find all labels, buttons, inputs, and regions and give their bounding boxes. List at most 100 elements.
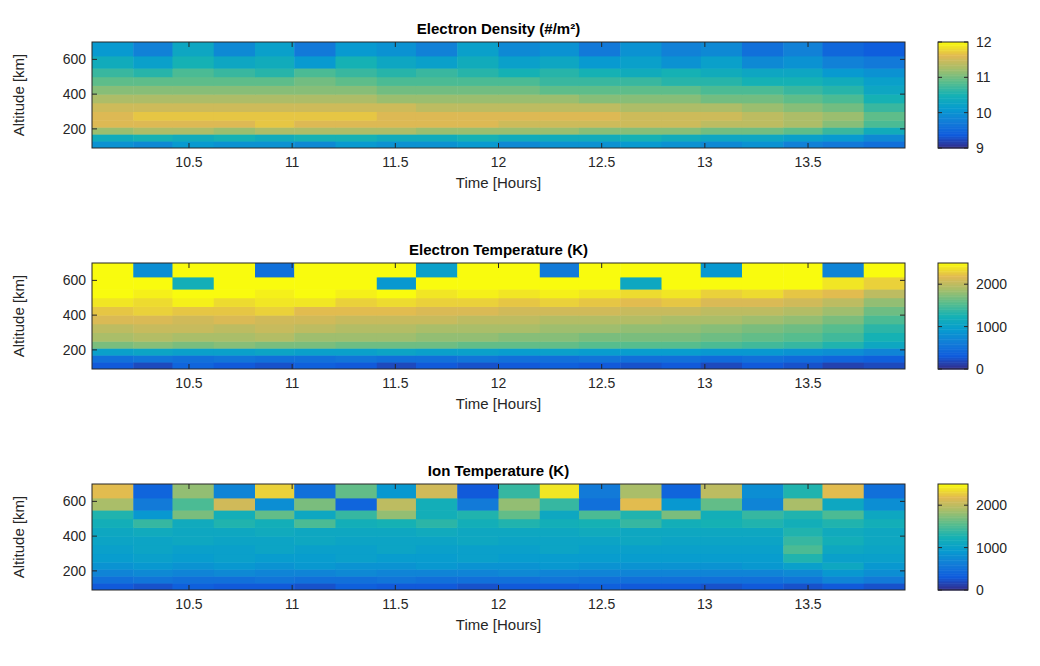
cell [540,554,580,563]
cell [662,315,702,324]
cell [540,68,580,77]
x-tick [292,143,293,148]
cell [620,348,662,355]
cell [255,341,295,348]
cell [214,120,256,127]
colorbar-tick-label: 10 [976,105,992,121]
cell [662,120,702,127]
cell [742,519,784,528]
cell [255,77,295,86]
cell [133,315,173,324]
cell [416,583,458,590]
cell [701,85,743,94]
cell [540,298,580,307]
cell [822,333,864,342]
cell [377,127,417,134]
cell [783,536,823,545]
cell [92,498,134,511]
cell [172,569,214,576]
cell [255,68,295,77]
x-tick [808,143,809,148]
cell [499,68,541,77]
cell [662,68,702,77]
x-tick-label: 11.5 [382,596,408,612]
cell [172,576,214,583]
cell [822,527,864,536]
cell [335,85,377,94]
y-tick [900,501,905,502]
cell [540,85,580,94]
cell [499,348,541,355]
cell [822,324,864,333]
x-tick [395,484,396,489]
x-tick-label: 13.5 [794,154,821,170]
cell [133,127,173,134]
cell [620,277,662,290]
cell [416,519,458,528]
cell [457,355,499,362]
frame [92,484,905,590]
cell [416,134,458,141]
cell [416,341,458,348]
cell [294,333,336,342]
colorbar: 9101112 [938,34,992,156]
cell [620,315,662,324]
x-tick [498,484,499,489]
cell [499,545,541,554]
cell [214,134,256,141]
cell [416,263,458,277]
cell [294,134,336,141]
cell [172,341,214,348]
cell [377,569,417,576]
cell [92,554,134,563]
cell [579,333,621,342]
cell [701,348,743,355]
cell [172,348,214,355]
cell [457,277,499,290]
cell [662,348,702,355]
cell [620,554,662,563]
cell [499,42,541,56]
cell [540,341,580,348]
cell [620,42,662,56]
cell [662,141,702,148]
y-tick [900,349,905,350]
cell [255,536,295,545]
cell [172,536,214,545]
cell [540,527,580,536]
cell [294,527,336,536]
cell [214,527,256,536]
cell [662,127,702,134]
cell [540,315,580,324]
title: Electron Density (#/m²) [417,20,580,37]
cell [499,263,541,277]
cell [335,527,377,536]
cell [864,583,905,590]
cell [579,583,621,590]
cell [416,277,458,290]
cell [620,362,662,369]
cell [620,120,662,127]
cell [701,127,743,134]
cell [92,519,134,528]
cell [255,583,295,590]
cell [377,362,417,369]
cell [864,545,905,554]
cell [457,94,499,103]
cell [742,42,784,56]
cell [701,362,743,369]
cell [701,68,743,77]
cell [499,85,541,94]
cell [335,306,377,315]
cell [377,562,417,569]
cell [92,85,134,94]
cell [172,583,214,590]
x-tick [704,143,705,148]
colorbar-tick-label: 0 [976,582,984,598]
cell [377,519,417,528]
cell [783,112,823,121]
cell [579,141,621,148]
x-tick-label: 12 [491,596,507,612]
cell [662,536,702,545]
cell [540,127,580,134]
